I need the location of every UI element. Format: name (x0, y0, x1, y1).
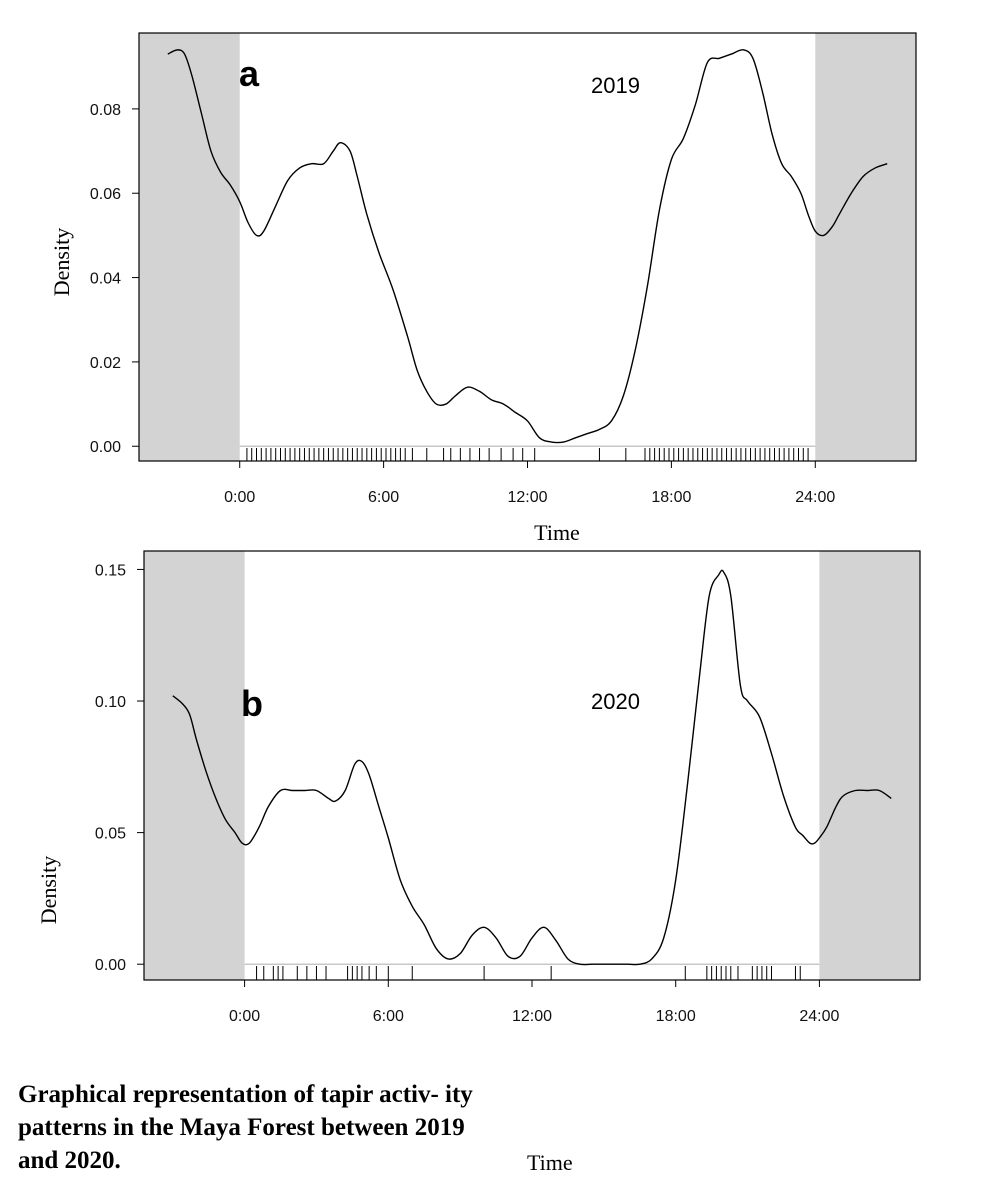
panel-b-y-axis-title: Density (36, 856, 61, 924)
panel-b-density-plot: 0.00 0.05 0.10 0.15 0:00 6:00 12:00 18:00 24:00… (36, 550, 921, 1025)
panel-b-shade-right (819, 551, 920, 980)
panel-b-plot-frame (143, 550, 921, 981)
panel-a-rug (246, 448, 809, 461)
panel-b-x-axis: 0:00 6:00 12:00 18:00 24:00 (229, 980, 840, 1025)
x-tick-label: 0:00 (229, 1008, 260, 1025)
x-tick-label: 24:00 (799, 1008, 839, 1025)
y-tick-label: 0.00 (95, 957, 126, 974)
panel-b-density-curve (172, 569, 892, 966)
x-tick-label: 6:00 (373, 1008, 404, 1025)
x-tick-label: 12:00 (507, 489, 547, 506)
panel-a-x-axis: 0:00 6:00 12:00 18:00 24:00 (224, 461, 835, 506)
figure-caption: Graphical representation of tapir activ-… (18, 1081, 473, 1174)
panel-b-y-axis: 0.00 0.05 0.10 0.15 (95, 562, 144, 974)
x-tick-label: 12:00 (512, 1008, 552, 1025)
panel-a-shade-left (139, 33, 240, 461)
panel-a-y-axis-title: Density (49, 228, 74, 296)
y-tick-label: 0.00 (90, 439, 121, 456)
panel-b-shade-left (144, 551, 245, 980)
panel-a-plot-frame (138, 32, 917, 462)
y-tick-label: 0.02 (90, 355, 121, 372)
panel-a-density-curve (167, 49, 888, 444)
panel-b-year-label: 2020 (591, 689, 640, 714)
panel-a-x-axis-title: Time (534, 520, 580, 545)
bottom-time-label: Time (527, 1150, 573, 1175)
panel-a-density-plot: 0.00 0.02 0.04 0.06 0.08 0:00 6:00 12:00 18:00 2… (49, 32, 917, 545)
y-tick-label: 0.10 (95, 694, 126, 711)
y-tick-label: 0.06 (90, 186, 121, 203)
x-tick-label: 6:00 (368, 489, 399, 506)
x-tick-label: 18:00 (656, 1008, 696, 1025)
panel-a-y-axis: 0.00 0.02 0.04 0.06 0.08 (90, 102, 139, 456)
y-tick-label: 0.08 (90, 102, 121, 119)
x-tick-label: 0:00 (224, 489, 255, 506)
panel-b-letter: b (241, 683, 263, 724)
y-tick-label: 0.05 (95, 826, 126, 843)
y-tick-label: 0.04 (90, 271, 121, 288)
panel-a-letter: a (239, 53, 260, 94)
panel-a-year-label: 2019 (591, 73, 640, 98)
y-tick-label: 0.15 (95, 562, 126, 579)
x-tick-label: 24:00 (795, 489, 835, 506)
panel-b-rug (256, 966, 801, 980)
x-tick-label: 18:00 (651, 489, 691, 506)
panel-a-shade-right (815, 33, 916, 461)
